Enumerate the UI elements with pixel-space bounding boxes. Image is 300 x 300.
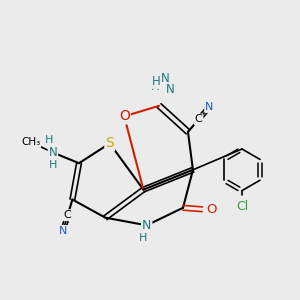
Text: N: N bbox=[49, 146, 57, 159]
Text: H: H bbox=[150, 80, 159, 93]
Text: H: H bbox=[45, 135, 53, 145]
Text: H: H bbox=[152, 75, 161, 88]
Text: N: N bbox=[59, 226, 67, 236]
Text: N: N bbox=[166, 83, 175, 96]
Text: S: S bbox=[105, 136, 114, 150]
Text: CH₃: CH₃ bbox=[21, 137, 40, 147]
Text: C: C bbox=[64, 210, 72, 220]
Text: N: N bbox=[142, 219, 152, 232]
Text: H: H bbox=[139, 233, 147, 243]
Text: H: H bbox=[49, 160, 57, 170]
Text: N: N bbox=[205, 102, 213, 112]
Text: O: O bbox=[206, 203, 217, 216]
Text: N: N bbox=[161, 73, 170, 85]
Text: Cl: Cl bbox=[236, 200, 248, 214]
Text: C: C bbox=[195, 114, 203, 124]
Text: O: O bbox=[119, 109, 130, 123]
